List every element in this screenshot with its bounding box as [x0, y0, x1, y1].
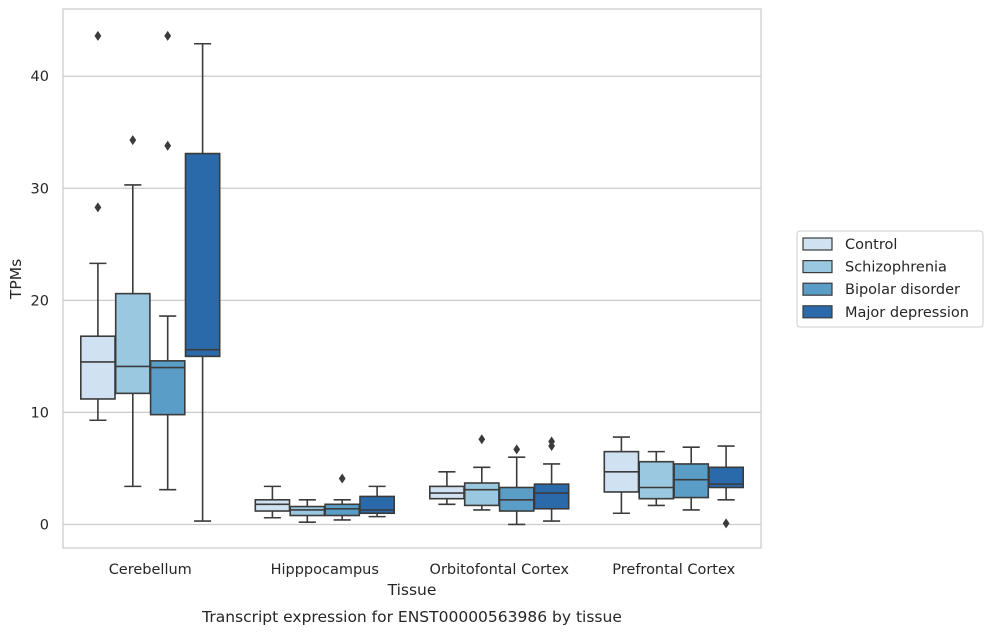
boxes	[79, 30, 745, 529]
box-body	[184, 152, 221, 358]
box-major-depression	[533, 436, 570, 522]
x-tick-label: Prefrontal Cortex	[612, 562, 735, 578]
legend-label: Control	[845, 237, 897, 253]
outlier-point	[478, 434, 486, 445]
outlier-point	[164, 30, 172, 41]
y-tick-label: 40	[31, 69, 49, 85]
box-body	[359, 495, 396, 515]
outlier-point	[164, 140, 172, 151]
box-body	[638, 460, 675, 500]
box-body	[708, 466, 745, 489]
box-control	[428, 471, 465, 506]
box-schizophrenia	[463, 434, 500, 511]
y-tick-labels: 0 10 20 30 40	[31, 69, 49, 533]
box-control	[79, 30, 116, 422]
legend-label: Bipolar disorder	[845, 282, 960, 298]
y-tick-label: 20	[31, 293, 49, 309]
plot-frame	[62, 8, 762, 549]
legend-swatch	[802, 260, 833, 274]
x-axis-label: Tissue	[387, 581, 437, 599]
box-major-depression	[184, 42, 221, 522]
box-bipolar-disorder	[149, 30, 186, 491]
outlier-point	[548, 436, 555, 447]
y-axis-label: TPMs	[7, 259, 25, 300]
box-schizophrenia	[638, 450, 675, 507]
box-body	[533, 483, 570, 510]
legend: Control Schizophrenia Bipolar disorder Majo…	[796, 230, 984, 328]
y-tick-label: 30	[31, 181, 49, 197]
outlier-point	[129, 135, 137, 146]
box-body	[289, 505, 326, 517]
box-body	[149, 360, 186, 416]
x-tick-label: Orbitofontal Cortex	[430, 562, 570, 578]
y-tick-label: 0	[40, 517, 49, 533]
box-major-depression	[359, 485, 396, 518]
outlier-point	[513, 444, 521, 455]
outlier-point	[338, 473, 346, 484]
legend-swatch	[802, 282, 833, 296]
box-body	[673, 463, 710, 499]
legend-label: Schizophrenia	[845, 260, 947, 276]
x-tick-label: Hipppocampus	[271, 562, 379, 578]
outlier-point	[722, 518, 730, 529]
box-schizophrenia	[114, 135, 151, 488]
chart-title: Transcript expression for ENST0000056398…	[201, 608, 622, 626]
outlier-point	[94, 202, 102, 213]
box-bipolar-disorder	[673, 446, 710, 511]
plot-area	[63, 9, 761, 548]
box-bipolar-disorder	[324, 473, 361, 521]
box-control	[603, 436, 640, 515]
box-major-depression	[708, 445, 745, 529]
box-body	[324, 503, 361, 517]
box-bipolar-disorder	[498, 444, 535, 526]
y-tick-label: 10	[31, 405, 49, 421]
box-body	[463, 482, 500, 507]
x-tick-labels: Cerebellum Hipppocampus Orbitofontal Corte…	[109, 562, 736, 578]
legend-label: Major depression	[845, 305, 969, 321]
box-body	[114, 292, 151, 395]
legend-swatch	[802, 237, 833, 251]
x-tick-label: Cerebellum	[109, 562, 192, 578]
box-body	[254, 499, 291, 512]
outlier-point	[94, 30, 102, 41]
box-control	[254, 485, 291, 519]
legend-frame	[796, 230, 984, 328]
legend-swatch	[802, 305, 833, 319]
box-body	[79, 335, 116, 400]
